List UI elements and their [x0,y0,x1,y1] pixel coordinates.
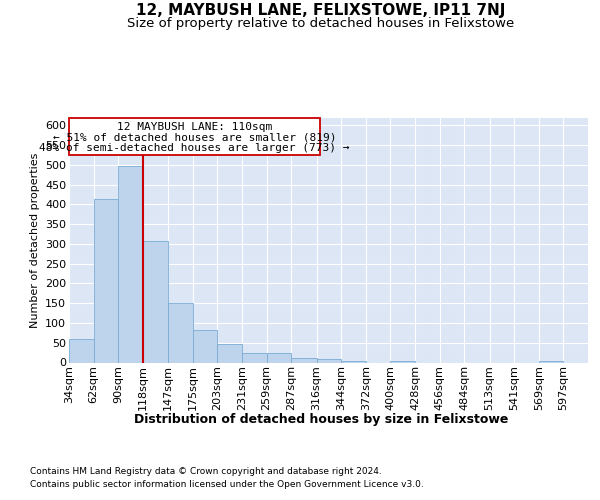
Bar [94,200,118,362]
Bar [168,303,193,362]
Bar [69,339,94,362]
Bar [242,352,266,362]
Bar [391,360,415,362]
Text: Size of property relative to detached houses in Felixstowe: Size of property relative to detached ho… [127,18,515,30]
Text: 12, MAYBUSH LANE, FELIXSTOWE, IP11 7NJ: 12, MAYBUSH LANE, FELIXSTOWE, IP11 7NJ [136,2,506,18]
Text: ← 51% of detached houses are smaller (819): ← 51% of detached houses are smaller (81… [53,133,337,143]
Text: Contains HM Land Registry data © Crown copyright and database right 2024.: Contains HM Land Registry data © Crown c… [30,468,382,476]
Bar [217,344,242,362]
Bar [143,241,168,362]
Text: Contains public sector information licensed under the Open Government Licence v3: Contains public sector information licen… [30,480,424,489]
Bar [118,166,143,362]
Bar [193,330,217,362]
Y-axis label: Number of detached properties: Number of detached properties [29,152,40,328]
Text: 48% of semi-detached houses are larger (773) →: 48% of semi-detached houses are larger (… [40,144,350,154]
FancyBboxPatch shape [69,118,320,154]
Bar [317,360,341,362]
Bar [291,358,317,362]
Text: Distribution of detached houses by size in Felixstowe: Distribution of detached houses by size … [134,412,508,426]
Bar [341,360,366,362]
Bar [266,352,291,362]
Text: 12 MAYBUSH LANE: 110sqm: 12 MAYBUSH LANE: 110sqm [117,122,272,132]
